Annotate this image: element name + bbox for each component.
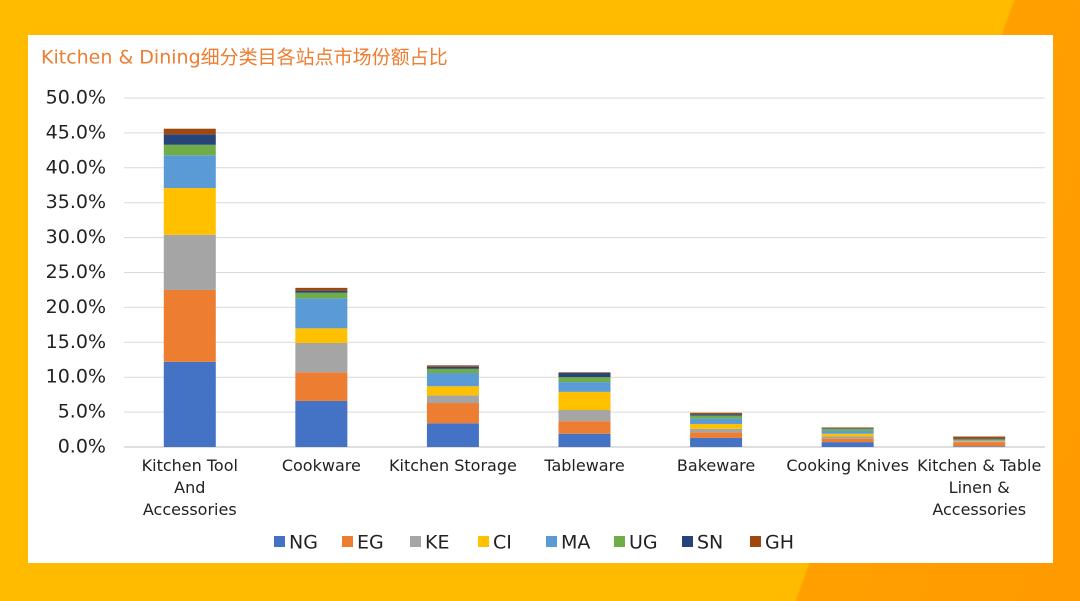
bar-segment [295,400,348,447]
y-tick-label: 10.0% [46,366,106,388]
bar-segment [558,372,611,374]
bar-segment [953,439,1006,441]
legend-swatch [614,536,625,547]
bar-segment [690,423,743,429]
bar-segment [821,427,874,429]
bar-segment [295,342,348,373]
y-tick-label: 35.0% [46,191,106,213]
bar-segment [426,403,479,424]
y-tick-label: 25.0% [46,261,106,283]
x-tick-label: Kitchen & Table Linen & Accessories [917,456,1042,519]
bar-segment [821,438,874,443]
legend-swatch [410,536,421,547]
bar-segment [821,428,874,429]
legend-swatch [478,536,489,547]
x-tick-label: Kitchen Tool And Accessories [141,456,238,519]
bar-segment [953,438,1006,440]
bar-segment [163,289,216,362]
bar-segment [558,391,611,411]
bar-segment [690,437,743,447]
bar-segment [426,365,479,367]
y-tick-label: 30.0% [46,226,106,248]
x-tick-label: Cooking Knives [786,456,909,475]
legend-label: UG [629,532,658,554]
bar-segment [426,373,479,387]
legend-label: NG [289,532,318,554]
bar-segment [163,128,216,135]
bar-segment [821,428,874,431]
bar-segment [821,442,874,447]
bar-segment [953,446,1006,447]
bar-segment [163,144,216,156]
bar-segment [953,440,1006,441]
y-tick-label: 50.0% [46,87,106,109]
bar-segment [295,290,348,293]
x-tick-label: Kitchen Storage [389,456,517,475]
legend-label: MA [561,532,590,554]
bar-segment [558,433,611,447]
bar-segment [953,440,1006,442]
bar-segment [426,386,479,396]
legend-swatch [274,536,285,547]
bar-segment [295,372,348,401]
y-tick-label: 5.0% [58,401,106,423]
x-tick-label: Cookware [281,456,361,475]
bar-segment [163,188,216,235]
legend-swatch [342,536,353,547]
bar-segment [163,134,216,145]
chart-title: Kitchen & Dining细分类目各站点市场份额占比 [41,47,448,69]
bar-segment [558,421,611,434]
bar-segment [163,361,216,447]
bar-segment [690,432,743,438]
bar-segment [295,287,348,291]
bar-segment [821,430,874,434]
legend-swatch [750,536,761,547]
bar-segment [690,418,743,424]
bar-segment [558,377,611,383]
bar-segment [821,436,874,439]
bar-segment [953,442,1006,447]
bar-segment [690,412,743,415]
bar-segment [558,373,611,378]
bar-segment [295,292,348,299]
x-tick-label: Bakeware [676,456,756,475]
bar-segment [558,382,611,392]
y-tick-label: 0.0% [58,436,106,458]
legend-swatch [682,536,693,547]
bar-segment [953,436,1006,439]
bar-segment [426,395,479,404]
bar-segment [295,328,348,343]
x-tick-label: Tableware [544,456,625,475]
bar-segment [163,155,216,189]
y-tick-label: 15.0% [46,331,106,353]
bar-segment [295,298,348,329]
bar-segment [426,423,479,447]
legend-label: KE [425,532,449,554]
bar-segment [690,428,743,433]
legend-label: GH [765,532,794,554]
legend-label: SN [697,532,723,554]
y-tick-label: 45.0% [46,121,106,143]
bar-segment [690,414,743,416]
bar-segment [426,368,479,374]
bar-segment [690,415,743,419]
y-tick-label: 20.0% [46,296,106,318]
bar-segment [426,366,479,369]
bar-segment [953,441,1006,443]
bar-segment [558,410,611,422]
legend-label: CI [493,532,512,554]
bar-segment [821,433,874,437]
bar-segment [163,234,216,290]
legend-label: EG [357,532,384,554]
legend-swatch [546,536,557,547]
y-tick-label: 40.0% [46,156,106,178]
